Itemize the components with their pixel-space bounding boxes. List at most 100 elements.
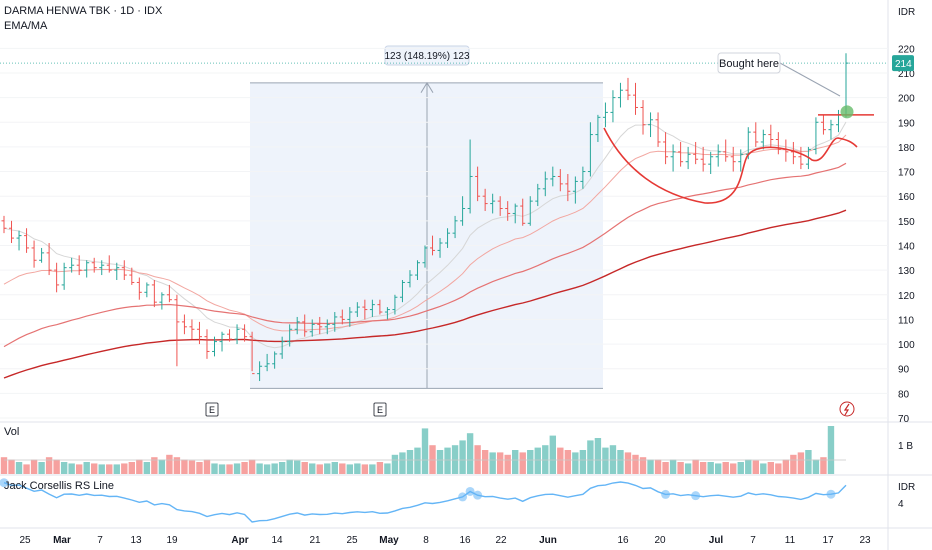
volume-bar <box>369 464 376 474</box>
volume-bar <box>519 452 526 474</box>
candle <box>24 228 30 253</box>
volume-bar <box>557 447 564 474</box>
volume-bar <box>654 459 662 474</box>
candle <box>557 169 563 192</box>
candle <box>294 316 300 335</box>
callout-pointer <box>779 62 841 97</box>
candle <box>219 331 225 352</box>
time-tick-label: 19 <box>166 535 178 546</box>
candle <box>264 353 270 372</box>
last-price-badge <box>892 55 914 72</box>
ema-10-line <box>3 121 847 349</box>
candle <box>670 144 676 172</box>
candle <box>422 245 428 268</box>
time-tick-label: 17 <box>822 535 834 546</box>
volume-bar <box>647 459 654 474</box>
ema-200-line <box>3 209 847 379</box>
candle <box>189 319 195 340</box>
time-tick-label: 22 <box>495 535 507 546</box>
candle <box>835 109 841 133</box>
ema-50-line <box>3 162 847 348</box>
candle <box>144 282 150 298</box>
volume-bar <box>579 450 587 474</box>
candle <box>136 277 142 300</box>
volume-bar <box>143 462 151 474</box>
volume-bar <box>181 459 188 474</box>
candle <box>820 114 826 135</box>
volume-bar <box>203 459 211 474</box>
volume-bar <box>339 463 346 474</box>
candle <box>181 314 187 335</box>
annotations: Bought here E E <box>205 52 874 417</box>
candle <box>369 299 375 317</box>
volume-bar <box>293 460 301 474</box>
candle <box>693 141 699 165</box>
candle <box>520 198 526 226</box>
candle <box>678 141 684 167</box>
price-tick-label: 150 <box>898 217 915 228</box>
candle <box>723 139 729 162</box>
time-tick-label: Apr <box>231 535 248 546</box>
volume-bar <box>444 447 451 474</box>
candle <box>475 166 481 202</box>
volume-bar <box>527 450 534 474</box>
volume-bar <box>53 459 60 474</box>
volume-bar <box>384 463 391 474</box>
candle <box>572 176 578 204</box>
volume-bar <box>399 452 406 474</box>
candle <box>121 260 127 280</box>
candle <box>490 193 496 214</box>
earnings-marker <box>373 402 387 417</box>
measure-arrow-head <box>420 81 434 93</box>
volume-bar <box>0 457 8 474</box>
volume-bar <box>38 462 45 474</box>
volume-bar <box>722 462 729 474</box>
volume-bar <box>106 464 113 474</box>
time-tick-label: 20 <box>654 535 666 546</box>
volume-bar <box>45 457 53 474</box>
candle <box>272 351 278 369</box>
rs-new-high-marker <box>465 486 475 496</box>
volume-bars <box>0 426 846 474</box>
volume-bar <box>113 464 120 474</box>
time-tick-label: Jun <box>539 535 557 546</box>
time-tick-label: Mar <box>53 535 71 546</box>
price-tick-label: 190 <box>898 118 915 129</box>
volume-bar <box>361 464 369 474</box>
candle <box>279 336 285 359</box>
volume-bar <box>248 459 256 474</box>
volume-bar <box>624 452 632 474</box>
volume-bar <box>211 463 218 474</box>
volume-bar <box>617 450 624 474</box>
candle <box>648 112 654 138</box>
candle <box>31 240 37 268</box>
volume-bar <box>421 428 429 474</box>
rs-new-high-marker <box>691 491 701 501</box>
candle <box>69 257 75 273</box>
candle <box>377 299 383 315</box>
candle <box>317 316 323 335</box>
volume-bar <box>812 459 820 474</box>
volume-pane-label: Vol <box>4 426 20 438</box>
time-tick-label: 14 <box>271 535 283 546</box>
moving-averages <box>3 121 847 379</box>
candle <box>828 119 834 140</box>
price-tick-label: 70 <box>898 414 910 425</box>
price-tick-label: 180 <box>898 143 915 154</box>
price-tick-label: 220 <box>898 44 915 55</box>
price-tick-label: 160 <box>898 192 915 203</box>
candle <box>753 122 759 147</box>
candle <box>204 329 210 359</box>
last-price-label: 214 <box>895 59 912 70</box>
volume-bar <box>767 462 775 474</box>
volume-bar <box>587 440 594 474</box>
volume-bar <box>128 462 136 474</box>
buy-point-marker <box>840 105 854 119</box>
candle <box>159 292 165 310</box>
volume-bar <box>594 438 602 474</box>
price-axis: 70 80 90 100 110 120 130 140 150 160 170 180 190 200 2… <box>892 7 915 510</box>
volume-bar <box>481 450 489 474</box>
candle <box>234 324 240 345</box>
time-tick-label: 25 <box>346 535 358 546</box>
price-tick-label: 80 <box>898 389 910 400</box>
